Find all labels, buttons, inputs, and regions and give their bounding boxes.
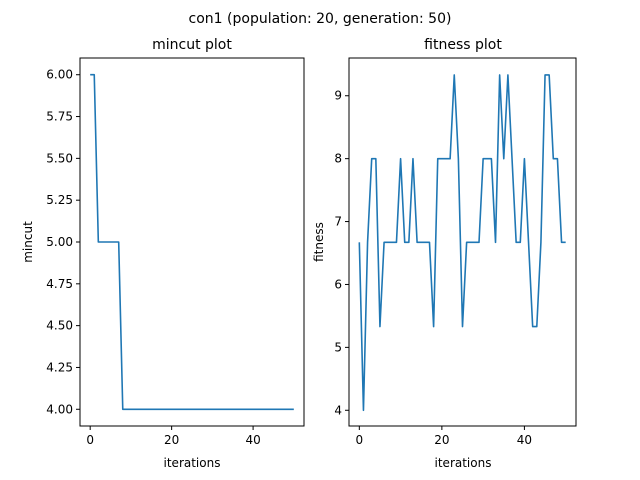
mincut-plot: mincut plot iterations mincut 0 20 40 4.00 4… [21,37,305,470]
fitness-plot-xtick-label: 40 [517,433,532,447]
fitness-plot-ytick-label: 6 [334,277,342,291]
mincut-plot-xtick-label: 40 [245,433,260,447]
fitness-plot-ytick-label: 7 [334,215,342,229]
mincut-plot-ytick-label: 5.25 [46,193,73,207]
mincut-plot-ytick-label: 4.75 [46,277,73,291]
fitness-plot-series-line [358,74,566,412]
mincut-plot-ytick-label: 5.75 [46,110,73,124]
fitness-plot-axes-frame [348,57,577,427]
mincut-plot-xlabel: iterations [164,456,221,470]
figure-suptitle: con1 (population: 20, generation: 50) [189,11,452,27]
mincut-plot-title: mincut plot [152,37,232,53]
mincut-plot-ytick-label: 6.00 [46,68,73,82]
mincut-plot-ytick-label: 4.50 [46,319,73,333]
mincut-plot-xtick-label: 20 [164,433,179,447]
mincut-plot-series-line [90,73,294,411]
fitness-plot-xtick-label: 0 [355,433,363,447]
mincut-plot-ylabel: mincut [21,221,35,263]
mincut-plot-ytick-label: 4.00 [46,402,73,416]
fitness-plot-ytick-label: 4 [334,403,342,417]
fitness-plot-ytick-label: 5 [334,340,342,354]
mincut-plot-ytick-label: 5.50 [46,151,73,165]
mincut-plot-ytick-label: 4.25 [46,360,73,374]
fitness-plot-ytick-label: 9 [334,89,342,103]
mincut-plot-ytick-label: 5.00 [46,235,73,249]
fitness-plot-ylabel: fitness [312,222,326,262]
mincut-plot-xtick-label: 0 [86,433,94,447]
fitness-plot-xtick-label: 20 [434,433,449,447]
fitness-plot-title: fitness plot [424,37,502,53]
fitness-plot: fitness plot iterations fitness 0 20 40 4 5 6… [312,37,577,470]
fitness-plot-xlabel: iterations [435,456,492,470]
fitness-plot-ytick-label: 8 [334,152,342,166]
